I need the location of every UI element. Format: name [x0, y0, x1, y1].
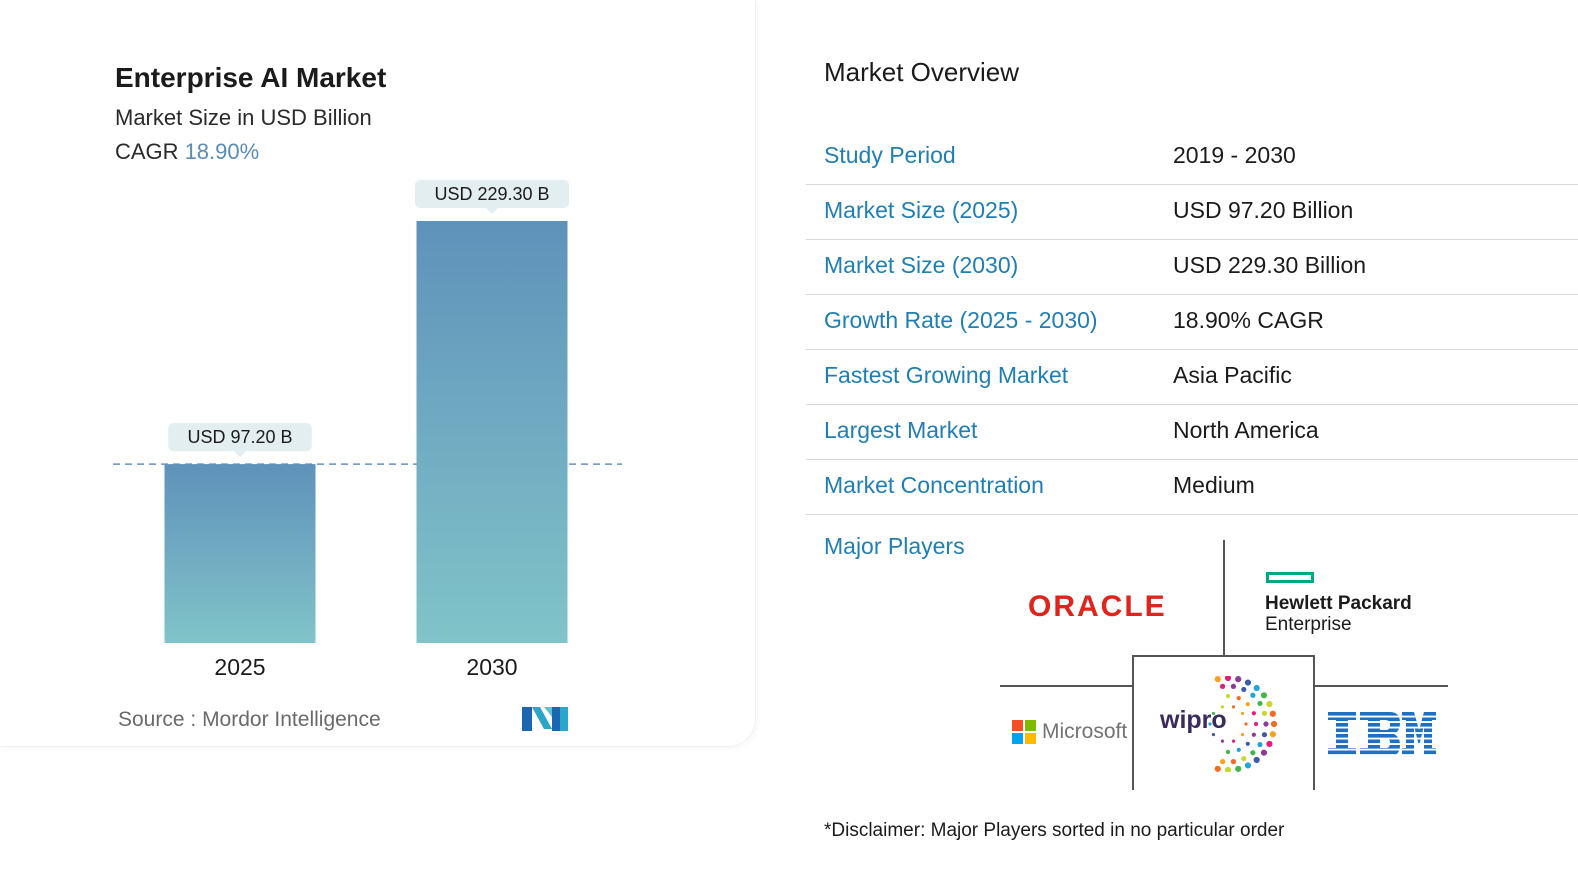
- grid-divider: [1000, 685, 1133, 687]
- grid-divider: [1314, 685, 1448, 687]
- overview-row: Market Size (2030) USD 229.30 Billion: [806, 240, 1578, 295]
- x-tick-label: 2025: [214, 654, 265, 680]
- overview-value: Asia Pacific: [1173, 362, 1292, 388]
- wipro-logo-text: wipro: [1160, 706, 1227, 734]
- overview-row: Largest Market North America: [806, 405, 1578, 460]
- overview-value: USD 229.30 Billion: [1173, 252, 1367, 278]
- overview-row: Growth Rate (2025 - 2030) 18.90% CAGR: [806, 295, 1578, 350]
- x-tick-label: 2030: [466, 654, 517, 680]
- ibm-logo-icon: [1328, 712, 1436, 756]
- bar-chart: USD 97.20 B 2025 USD 229.30 B 2030: [113, 180, 622, 680]
- overview-value: North America: [1173, 417, 1319, 443]
- chart-title: Enterprise AI Market: [115, 62, 387, 93]
- overview-label: Market Size (2030): [824, 252, 1019, 278]
- hpe-logo-line1: Hewlett Packard: [1265, 593, 1412, 614]
- hpe-logo-line2: Enterprise: [1265, 614, 1352, 635]
- hpe-logo-icon: [1266, 572, 1314, 583]
- overview-label: Market Size (2025): [824, 197, 1019, 223]
- cagr-line: CAGR 18.90%: [115, 139, 259, 165]
- chart-subtitle: Market Size in USD Billion: [115, 105, 372, 130]
- data-label: USD 229.30 B: [434, 184, 549, 204]
- source-label: Source :: [118, 708, 197, 731]
- chart-card: [0, 0, 756, 747]
- grid-divider: [1313, 655, 1315, 790]
- wipro-dots-icon: [1208, 676, 1278, 772]
- overview-label: Study Period: [824, 142, 956, 168]
- microsoft-logo-text: Microsoft: [1042, 720, 1128, 743]
- microsoft-logo-icon: [1012, 720, 1036, 744]
- disclaimer: *Disclaimer: Major Players sorted in no …: [824, 820, 1285, 841]
- grid-divider: [1223, 540, 1225, 656]
- overview-table: Study Period 2019 - 2030 Market Size (20…: [806, 130, 1578, 515]
- bar-2030: [416, 221, 568, 643]
- major-players-title: Major Players: [824, 533, 965, 559]
- cagr-label: CAGR: [115, 139, 179, 164]
- overview-label: Growth Rate (2025 - 2030): [824, 307, 1098, 333]
- grid-divider: [1132, 655, 1315, 657]
- oracle-logo: ORACLE: [1028, 590, 1167, 623]
- grid-divider: [1132, 655, 1134, 790]
- overview-value: USD 97.20 Billion: [1173, 197, 1354, 223]
- mordor-logo-icon: [522, 707, 568, 731]
- overview-label: Largest Market: [824, 417, 978, 443]
- source-name: Mordor Intelligence: [202, 708, 381, 731]
- bar-2025: [164, 464, 316, 643]
- overview-title: Market Overview: [824, 57, 1020, 87]
- overview-label: Market Concentration: [824, 472, 1044, 498]
- overview-value: Medium: [1173, 472, 1255, 498]
- overview-label: Fastest Growing Market: [824, 362, 1069, 388]
- overview-value: 18.90% CAGR: [1173, 307, 1324, 333]
- overview-row: Market Concentration Medium: [806, 460, 1578, 515]
- source-note: Source : Mordor Intelligence: [118, 708, 381, 732]
- overview-row: Market Size (2025) USD 97.20 Billion: [806, 185, 1578, 240]
- data-label-bubble: USD 229.30 B: [415, 180, 569, 214]
- overview-value: 2019 - 2030: [1173, 142, 1296, 168]
- data-label: USD 97.20 B: [187, 427, 292, 447]
- data-label-bubble: USD 97.20 B: [168, 423, 312, 458]
- cagr-value: 18.90%: [184, 139, 260, 164]
- overview-row: Study Period 2019 - 2030: [806, 130, 1578, 185]
- overview-row: Fastest Growing Market Asia Pacific: [806, 350, 1578, 405]
